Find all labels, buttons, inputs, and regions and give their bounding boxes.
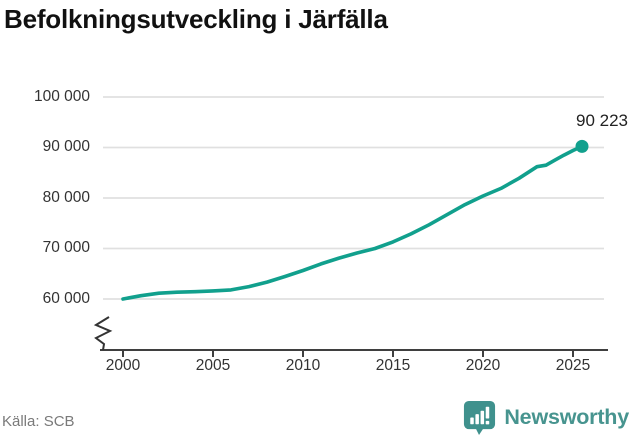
brand-name: Newsworthy [504, 405, 629, 429]
chart-title: Befolkningsutveckling i Järfälla [4, 4, 388, 34]
x-tick-label: 2015 [375, 357, 411, 374]
y-tick-label: 100 000 [33, 87, 90, 105]
x-tick-label: 2010 [285, 357, 321, 374]
last-value-dot [575, 139, 589, 153]
source-label: Källa: SCB [2, 413, 75, 430]
axis-break-icon [93, 316, 113, 351]
population-line [121, 144, 584, 301]
y-tick-label: 90 000 [42, 138, 90, 155]
x-tick-label: 2020 [465, 357, 501, 374]
newsworthy-bars-icon [464, 400, 496, 435]
x-tick-label: 2025 [555, 357, 591, 374]
last-value-label: 90 223 [576, 111, 628, 130]
y-tick-label: 60 000 [42, 289, 90, 307]
x-tick-label: 2000 [105, 357, 141, 374]
y-tick-label: 70 000 [42, 239, 90, 256]
y-tick-label: 80 000 [42, 188, 90, 206]
newsworthy-logo[interactable]: Newsworthy [462, 399, 629, 436]
x-tick-label: 2005 [195, 357, 231, 374]
